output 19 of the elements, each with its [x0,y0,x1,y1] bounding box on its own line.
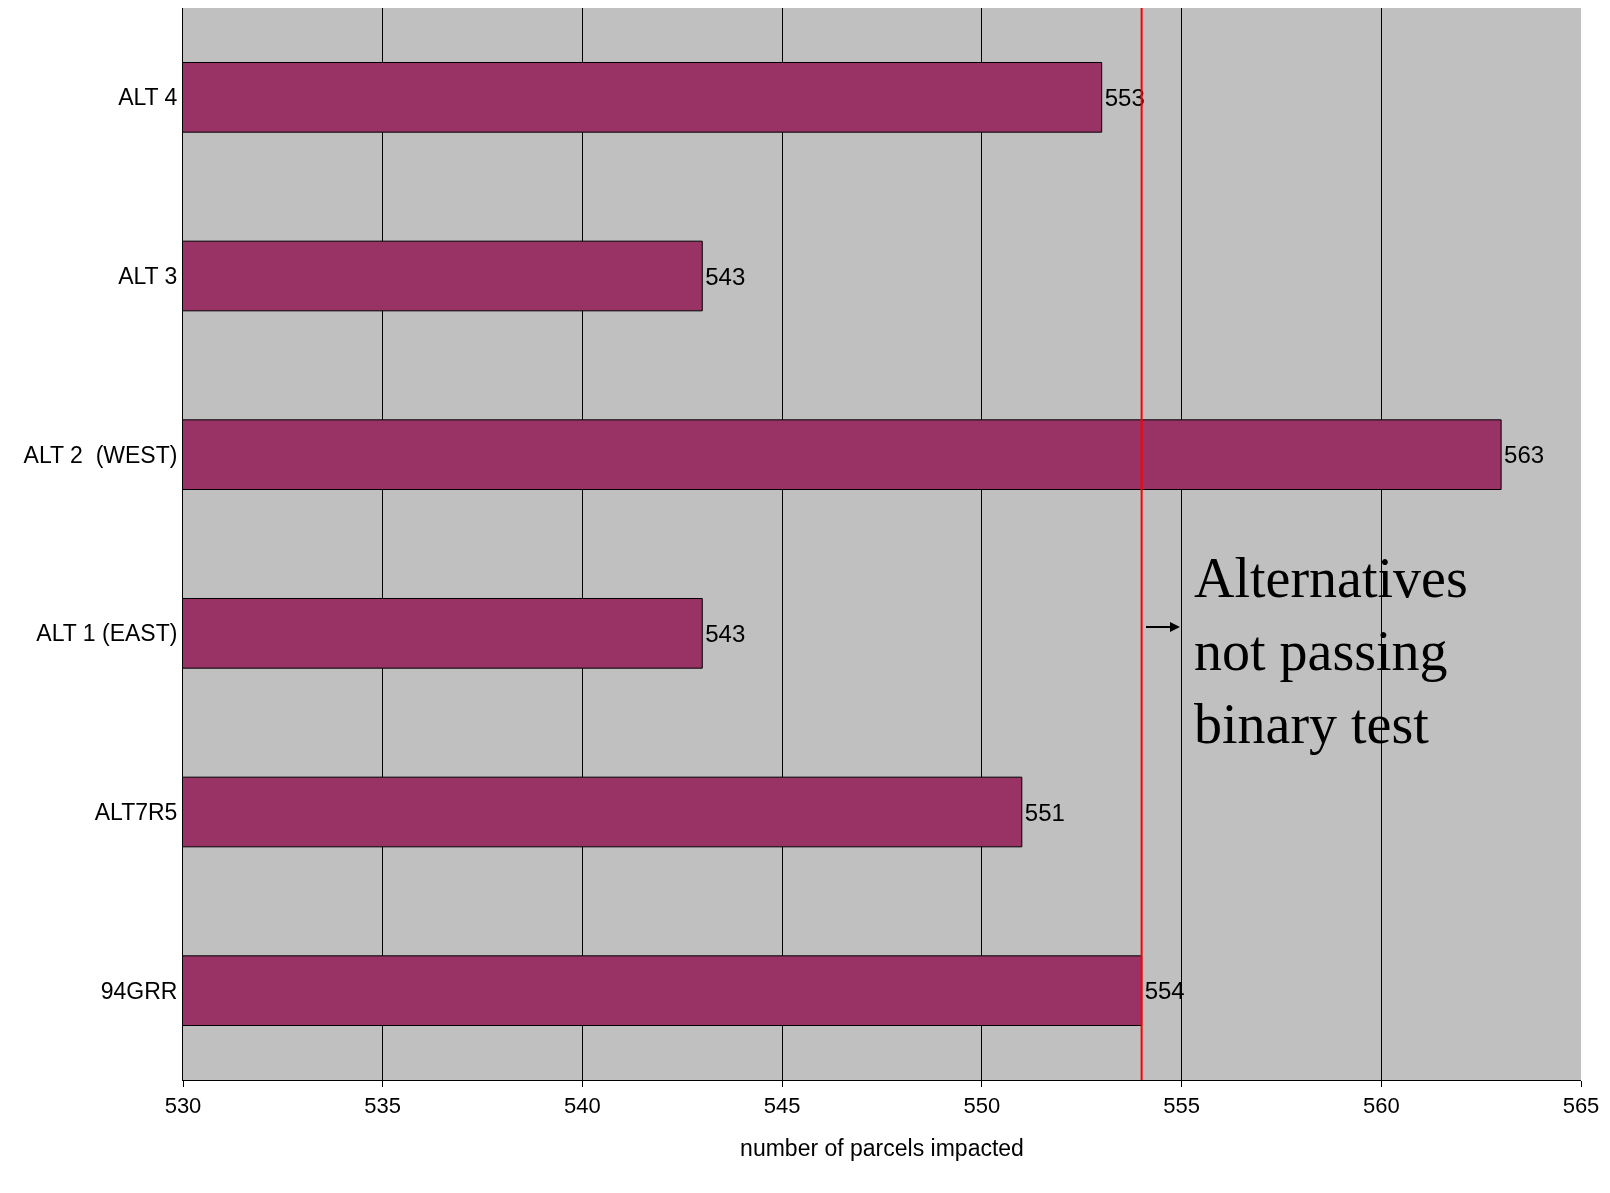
data-label: 563 [1504,441,1545,469]
x-tick-label: 560 [1362,1093,1400,1119]
x-tick-label: 565 [1562,1093,1600,1119]
data-label: 543 [705,262,746,290]
y-tick-label: ALT 4 [118,84,178,111]
y-tick-label: ALT 1 (EAST) [36,620,178,647]
data-label: 551 [1024,798,1065,826]
x-tick-label: 555 [1163,1093,1200,1119]
x-tick-label: 535 [364,1093,402,1119]
x-tick-label: 545 [763,1093,801,1119]
x-tick-label: 550 [963,1093,1001,1119]
y-tick-label: ALT7R5 [94,799,178,826]
x-axis-title: number of parcels impacted [740,1135,1024,1161]
y-tick-label: ALT 2 (WEST) [23,441,178,468]
x-tick-label: 540 [564,1093,601,1119]
data-label: 543 [705,619,746,647]
y-tick-label: 94GRR [100,977,178,1004]
x-tick-label: 530 [164,1093,202,1119]
y-tick-label: ALT 3 [118,263,178,290]
